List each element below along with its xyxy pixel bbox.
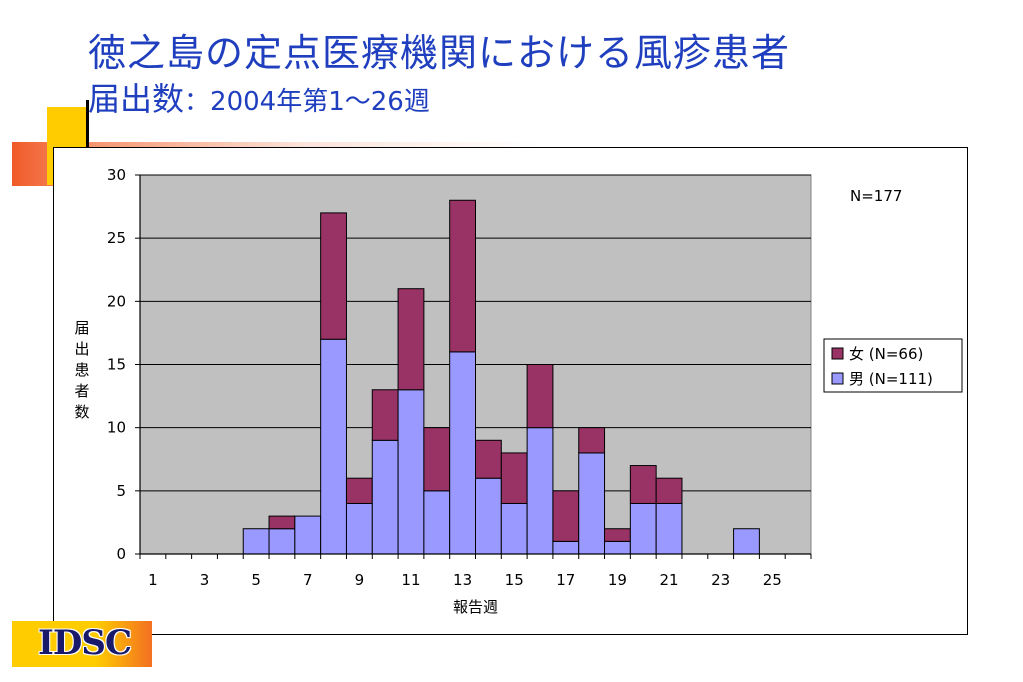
x-axis-title: 報告週 [453, 598, 498, 616]
x-tick-label: 3 [200, 571, 210, 589]
bar-week-17-female [552, 490, 580, 542]
bar-week-16-female [526, 364, 554, 429]
bar-week-14-male [475, 477, 502, 555]
title-accent-line [86, 100, 89, 190]
x-tick-label: 21 [660, 571, 679, 589]
y-tick-label: 20 [107, 292, 126, 310]
bar-week-21-male [655, 502, 683, 555]
legend-swatch [831, 372, 844, 385]
bar-week-6-male [268, 528, 296, 555]
bar-week-14-female [475, 439, 502, 479]
bar-week-15-male [500, 502, 528, 555]
bar-week-10-female [371, 389, 399, 441]
x-tick-label: 13 [453, 571, 472, 589]
legend-label: 男 (N=111) [849, 370, 933, 388]
x-tick-label: 1 [148, 571, 158, 589]
bar-week-13-female [449, 199, 477, 353]
idsc-logo: IDSC [12, 621, 152, 667]
y-axis-title: 届出患者数 [74, 319, 89, 421]
x-tick-label: 23 [711, 571, 730, 589]
bar-week-17-male [552, 540, 580, 555]
total-count-annotation: N=177 [850, 187, 902, 205]
x-tick-label: 19 [608, 571, 627, 589]
bar-week-19-male [604, 540, 631, 555]
bar-week-9-female [345, 477, 373, 504]
x-tick-label: 25 [763, 571, 782, 589]
bar-week-16-male [526, 427, 554, 555]
chart-area: 0 5 10 15 20 25 30 1 3 5 7 9 11 13 15 17 19 21 23 25 報告週 届出患者… [53, 147, 968, 635]
bar-week-8-male [320, 338, 347, 555]
bar-week-8-female [320, 212, 347, 340]
x-tick-label: 5 [251, 571, 261, 589]
title-line-2-range: 2004年第1〜26週 [210, 87, 430, 117]
legend-label: 女 (N=66) [849, 345, 923, 363]
bar-week-21-female [655, 477, 683, 504]
bar-week-11-female [397, 288, 425, 391]
bar-week-20-male [629, 502, 657, 555]
x-tick-label: 15 [505, 571, 524, 589]
logo-text: IDSC [38, 623, 132, 663]
x-tick-label: 7 [303, 571, 313, 589]
bar-week-20-female [629, 465, 657, 504]
bar-week-12-male [423, 490, 451, 555]
bar-week-10-male [371, 439, 399, 555]
title-line-1: 徳之島の定点医療機関における風疹患者 [88, 31, 791, 75]
bar-week-6-female [268, 515, 296, 530]
x-tick-label: 9 [355, 571, 365, 589]
y-tick-label: 5 [116, 482, 126, 500]
bar-week-5-male [242, 528, 270, 555]
slide-title: 徳之島の定点医療機関における風疹患者 届出数：2004年第1〜26週 [88, 30, 790, 125]
bar-week-18-male [578, 452, 606, 555]
bar-week-18-female [578, 427, 606, 454]
y-tick-label: 0 [116, 545, 126, 563]
x-tick-label: 11 [401, 571, 420, 589]
x-tick-label: 17 [556, 571, 575, 589]
y-tick-label: 30 [107, 166, 126, 184]
bar-week-15-female [500, 452, 528, 504]
bar-week-11-male [397, 389, 425, 555]
legend-box [823, 338, 963, 393]
y-tick-label: 10 [107, 419, 126, 437]
title-line-2-sep: ： [184, 87, 211, 117]
title-line-2: 届出数：2004年第1〜26週 [88, 76, 790, 125]
bar-week-12-female [423, 427, 451, 492]
y-tick-label: 15 [107, 356, 126, 374]
legend-swatch [831, 347, 844, 360]
bar-week-19-female [604, 528, 631, 542]
y-tick-label: 25 [107, 229, 126, 247]
bar-week-9-male [345, 502, 373, 555]
bar-week-13-male [449, 351, 477, 555]
bar-week-24-male [733, 528, 760, 555]
bar-week-7-male [294, 515, 322, 555]
title-line-2-main: 届出数 [88, 80, 185, 118]
